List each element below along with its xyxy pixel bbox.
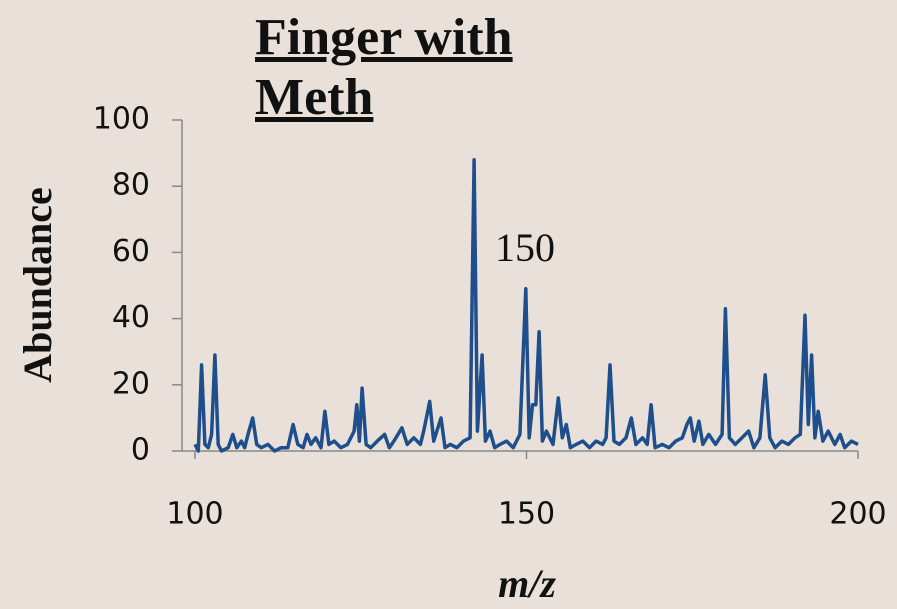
y-axis-label: Abundance (15, 187, 60, 383)
y-tick-label: 20 (112, 366, 150, 401)
y-tick-label: 0 (131, 433, 150, 468)
x-tick-label: 150 (498, 497, 555, 532)
y-tick-label: 40 (112, 300, 150, 335)
annotation: 150 (495, 225, 555, 270)
x-axis-label: m/z (498, 561, 556, 606)
y-tick-label: 60 (112, 234, 150, 269)
chart-title: Finger with Meth (255, 9, 513, 126)
y-tick-label: 100 (93, 102, 150, 137)
x-tick-label: 100 (166, 497, 223, 532)
spectrum-line (193, 157, 859, 453)
y-tick-label: 80 (112, 168, 150, 203)
x-tick-label: 200 (829, 497, 886, 532)
